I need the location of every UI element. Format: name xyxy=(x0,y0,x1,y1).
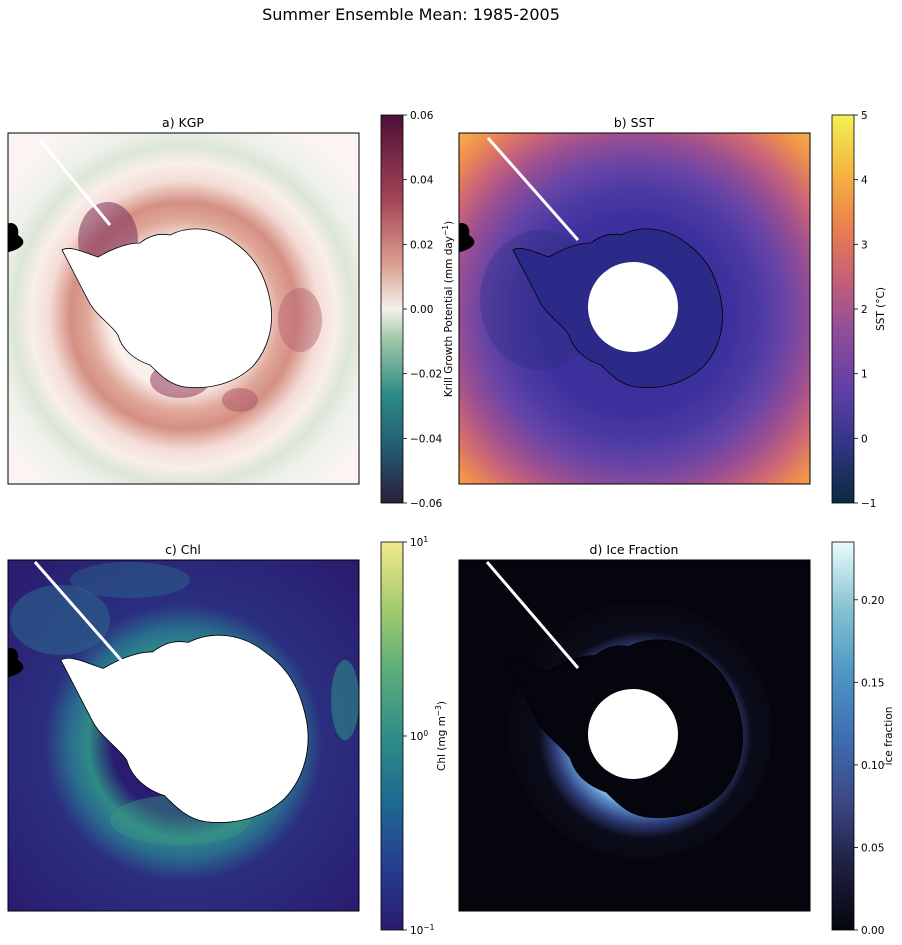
colorbar-d-label: ice fraction xyxy=(883,707,895,766)
panel-b-map xyxy=(459,133,810,484)
panel-a-title: a) KGP xyxy=(162,115,204,130)
colorbar-tick-label: 4 xyxy=(861,175,868,187)
colorbar-tick-label: 0.02 xyxy=(410,239,433,251)
colorbar-tick-label: 0 xyxy=(861,433,868,445)
panel-d-title: d) Ice Fraction xyxy=(590,542,679,557)
colorbar-tick-label: 0.20 xyxy=(861,595,884,607)
colorbar-tick-label: −1 xyxy=(861,498,876,510)
colorbar-tick-label: 101 xyxy=(410,535,428,549)
colorbar-b: −1 0 1 2 3 4 5 SST (°C) xyxy=(831,110,887,510)
colorbar-tick-label: 2 xyxy=(861,304,868,316)
colorbar-tick-label: 0.10 xyxy=(861,760,884,772)
colorbar-d: 0.00 0.05 0.10 0.15 0.20 ice fraction xyxy=(831,541,895,937)
colorbar-tick-label: 0.04 xyxy=(410,175,434,187)
colorbar-tick-label: 10−1 xyxy=(410,923,435,937)
panel-a-map xyxy=(8,133,359,484)
colorbar-a: −0.06 −0.04 −0.02 0.00 0.02 0.04 0.06 Krill Gr… xyxy=(380,110,455,510)
colorbar-c: 10−1 100 101 Chl (mg m−3) xyxy=(380,535,448,937)
colorbar-tick-label: −0.06 xyxy=(410,498,442,510)
panel-c-title: c) Chl xyxy=(165,542,201,557)
colorbar-tick-label: 5 xyxy=(861,110,868,122)
panel-b-title: b) SST xyxy=(614,115,655,130)
panel-c: c) Chl xyxy=(7,542,360,912)
figure-title: Summer Ensemble Mean: 1985-2005 xyxy=(262,5,560,24)
colorbar-tick-label: 0.05 xyxy=(861,842,884,854)
colorbar-c-label: Chl (mg m−3) xyxy=(434,701,448,771)
colorbar-tick-label: −0.04 xyxy=(410,433,442,445)
colorbar-b-label: SST (°C) xyxy=(875,287,887,331)
colorbar-tick-label: 0.00 xyxy=(861,925,884,937)
colorbar-a-label: Krill Growth Potential (mm day−1) xyxy=(441,221,455,397)
colorbar-tick-label: 0.00 xyxy=(410,304,433,316)
colorbar-tick-label: 3 xyxy=(861,239,868,251)
panel-d: d) Ice Fraction xyxy=(458,542,811,912)
panel-d-map xyxy=(459,560,810,911)
colorbar-tick-label: −0.02 xyxy=(410,369,442,381)
panel-b: b) SST xyxy=(458,115,811,485)
colorbar-tick-label: 1 xyxy=(861,369,868,381)
colorbar-tick-label: 0.15 xyxy=(861,677,884,689)
panel-a: a) KGP xyxy=(7,115,360,485)
colorbar-tick-label: 100 xyxy=(410,729,428,743)
panel-c-map xyxy=(8,560,359,911)
colorbar-tick-label: 0.06 xyxy=(410,110,434,122)
